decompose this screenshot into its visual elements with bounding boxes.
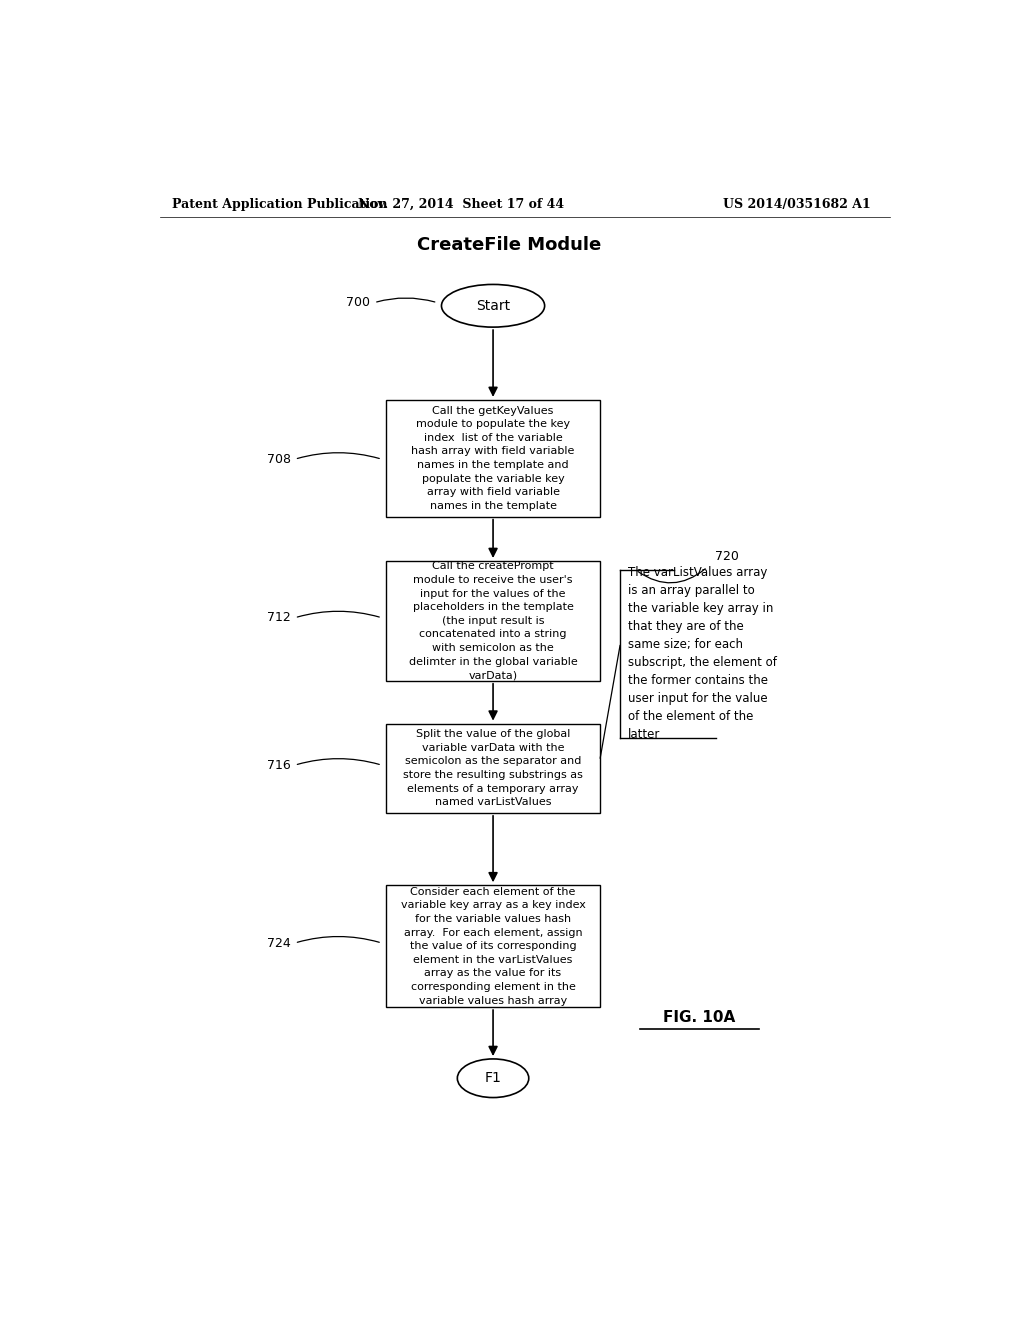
Text: CreateFile Module: CreateFile Module [417,236,601,253]
Text: 724: 724 [267,937,291,949]
Text: US 2014/0351682 A1: US 2014/0351682 A1 [723,198,871,211]
Text: Call the createPrompt
module to receive the user's
input for the values of the
p: Call the createPrompt module to receive … [409,561,578,680]
Text: 720: 720 [715,550,739,564]
Text: 700: 700 [346,296,370,309]
Text: 712: 712 [267,611,291,624]
Text: Patent Application Publication: Patent Application Publication [172,198,387,211]
Text: F1: F1 [484,1072,502,1085]
Text: Nov. 27, 2014  Sheet 17 of 44: Nov. 27, 2014 Sheet 17 of 44 [358,198,564,211]
Text: FIG. 10A: FIG. 10A [664,1010,735,1024]
Text: 708: 708 [266,453,291,466]
Text: Call the getKeyValues
module to populate the key
index  list of the variable
has: Call the getKeyValues module to populate… [412,405,574,511]
Text: The varListValues array
is an array parallel to
the variable key array in
that t: The varListValues array is an array para… [628,566,777,742]
Text: Consider each element of the
variable key array as a key index
for the variable : Consider each element of the variable ke… [400,887,586,1006]
Text: 716: 716 [267,759,291,772]
Text: Split the value of the global
variable varData with the
semicolon as the separat: Split the value of the global variable v… [403,729,583,808]
Text: Start: Start [476,298,510,313]
